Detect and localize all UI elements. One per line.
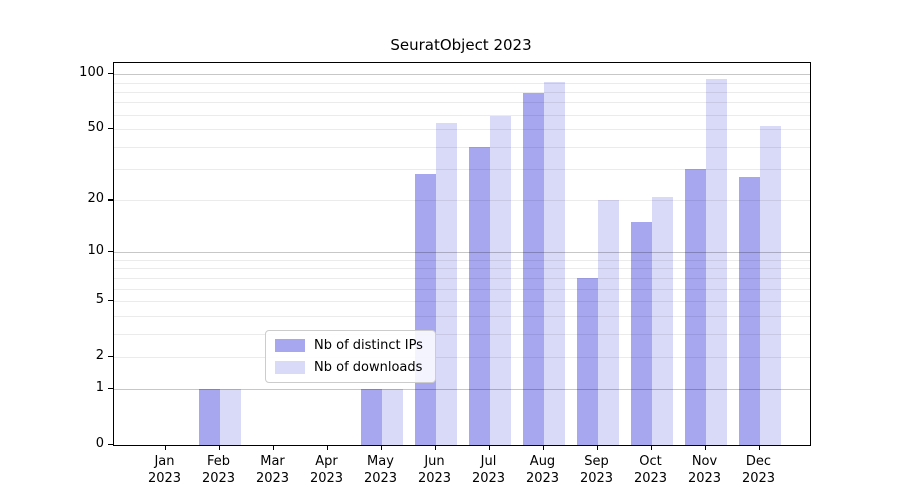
x-tick-may: [380, 445, 382, 450]
gridline-60: [114, 114, 810, 116]
x-tick-nov: [704, 445, 706, 450]
x-tick-label-nov-2023: Nov 2023: [687, 454, 722, 486]
x-tick-mar: [272, 445, 274, 450]
x-tick-label-apr-2023: Apr 2023: [309, 454, 344, 486]
y-tick-2: [108, 355, 113, 357]
bar-nb-of-distinct-ips-dec-2023: [738, 177, 760, 445]
y-tick-label-10: 10: [87, 243, 104, 259]
bar-nb-of-downloads-jul-2023: [489, 115, 511, 445]
gridline-20: [114, 200, 810, 202]
gridline-2: [114, 356, 810, 358]
x-tick-apr: [326, 445, 328, 450]
y-tick-label-2: 2: [95, 347, 104, 363]
legend-item-downloads: Nb of downloads: [275, 360, 423, 375]
y-tick-10: [108, 251, 113, 253]
bar-nb-of-distinct-ips-aug-2023: [522, 92, 544, 445]
x-tick-label-oct-2023: Oct 2023: [633, 454, 668, 486]
gridline-30: [114, 169, 810, 171]
gridline-100: [114, 74, 810, 76]
gridline-5: [114, 301, 810, 302]
legend: Nb of distinct IPs Nb of downloads: [265, 330, 436, 383]
x-tick-aug: [542, 445, 544, 450]
x-tick-label-jan-2023: Jan 2023: [147, 454, 182, 486]
gridline-9: [114, 259, 810, 261]
bar-nb-of-distinct-ips-may-2023: [360, 389, 382, 445]
x-tick-label-aug-2023: Aug 2023: [525, 454, 560, 486]
gridline-70: [114, 102, 810, 104]
bar-nb-of-distinct-ips-sep-2023: [576, 277, 598, 445]
y-tick-label-5: 5: [95, 292, 104, 307]
x-tick-label-jun-2023: Jun 2023: [417, 454, 452, 486]
gridline-3: [114, 333, 810, 335]
bar-nb-of-downloads-jun-2023: [435, 122, 457, 445]
bar-nb-of-downloads-dec-2023: [759, 125, 781, 445]
plot-area: [113, 62, 811, 446]
legend-label-downloads: Nb of downloads: [314, 360, 423, 375]
gridline-1: [114, 389, 810, 391]
x-tick-dec: [758, 445, 760, 450]
legend-item-distinct-ips: Nb of distinct IPs: [275, 338, 423, 353]
y-tick-label-100: 100: [79, 65, 104, 81]
gridline-4: [114, 315, 810, 317]
bar-nb-of-downloads-aug-2023: [543, 81, 565, 445]
x-tick-label-may-2023: May 2023: [363, 454, 398, 486]
bar-nb-of-downloads-sep-2023: [597, 200, 619, 445]
x-tick-label-sep-2023: Sep 2023: [579, 454, 614, 486]
bar-nb-of-distinct-ips-jun-2023: [414, 174, 436, 445]
gridline-6: [114, 288, 810, 290]
chart-title: SeuratObject 2023: [390, 36, 532, 54]
bar-nb-of-downloads-oct-2023: [651, 196, 673, 445]
x-tick-oct: [650, 445, 652, 450]
legend-swatch-distinct-ips: [275, 339, 305, 352]
gridline-10: [114, 252, 810, 254]
x-tick-label-feb-2023: Feb 2023: [201, 454, 236, 486]
gridline-7: [114, 277, 810, 279]
x-tick-label-dec-2023: Dec 2023: [741, 454, 776, 486]
legend-swatch-downloads: [275, 361, 305, 374]
bar-nb-of-distinct-ips-feb-2023: [198, 389, 220, 445]
gridline-90: [114, 82, 810, 84]
x-tick-label-mar-2023: Mar 2023: [255, 454, 290, 486]
gridline-80: [114, 91, 810, 93]
y-tick-label-20: 20: [87, 191, 104, 207]
y-tick-0: [108, 444, 113, 446]
x-tick-label-jul-2023: Jul 2023: [471, 454, 506, 486]
x-tick-sep: [596, 445, 598, 450]
y-tick-50: [108, 128, 113, 130]
bar-nb-of-distinct-ips-jul-2023: [468, 146, 490, 445]
y-tick-label-50: 50: [87, 120, 104, 136]
y-tick-100: [108, 73, 113, 75]
bar-nb-of-distinct-ips-nov-2023: [684, 169, 706, 445]
x-tick-jul: [488, 445, 490, 450]
bar-nb-of-downloads-may-2023: [381, 389, 403, 445]
y-tick-label-1: 1: [95, 380, 104, 396]
bar-nb-of-downloads-nov-2023: [705, 79, 727, 445]
gridline-8: [114, 268, 810, 270]
bar-nb-of-downloads-feb-2023: [219, 389, 241, 445]
y-tick-label-0: 0: [95, 436, 104, 451]
y-tick-1: [108, 388, 113, 390]
x-tick-feb: [218, 445, 220, 450]
y-tick-5: [108, 300, 113, 302]
legend-label-distinct-ips: Nb of distinct IPs: [314, 338, 423, 353]
y-tick-20: [108, 199, 113, 201]
x-tick-jun: [434, 445, 436, 450]
gridline-50: [114, 129, 810, 131]
gridline-40: [114, 146, 810, 148]
bar-nb-of-distinct-ips-oct-2023: [630, 222, 652, 445]
x-tick-jan: [164, 445, 166, 450]
